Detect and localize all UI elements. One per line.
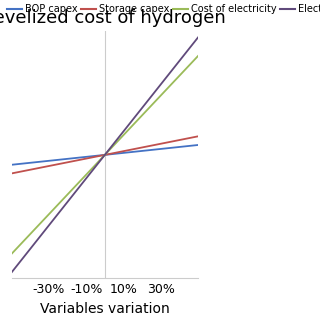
Title: Levelized cost of hydrogen: Levelized cost of hydrogen <box>0 9 226 27</box>
Legend: BOP capex, Storage capex, Cost of electricity, Electrolyzer spec: BOP capex, Storage capex, Cost of electr… <box>7 4 320 14</box>
X-axis label: Variables variation: Variables variation <box>40 302 170 316</box>
